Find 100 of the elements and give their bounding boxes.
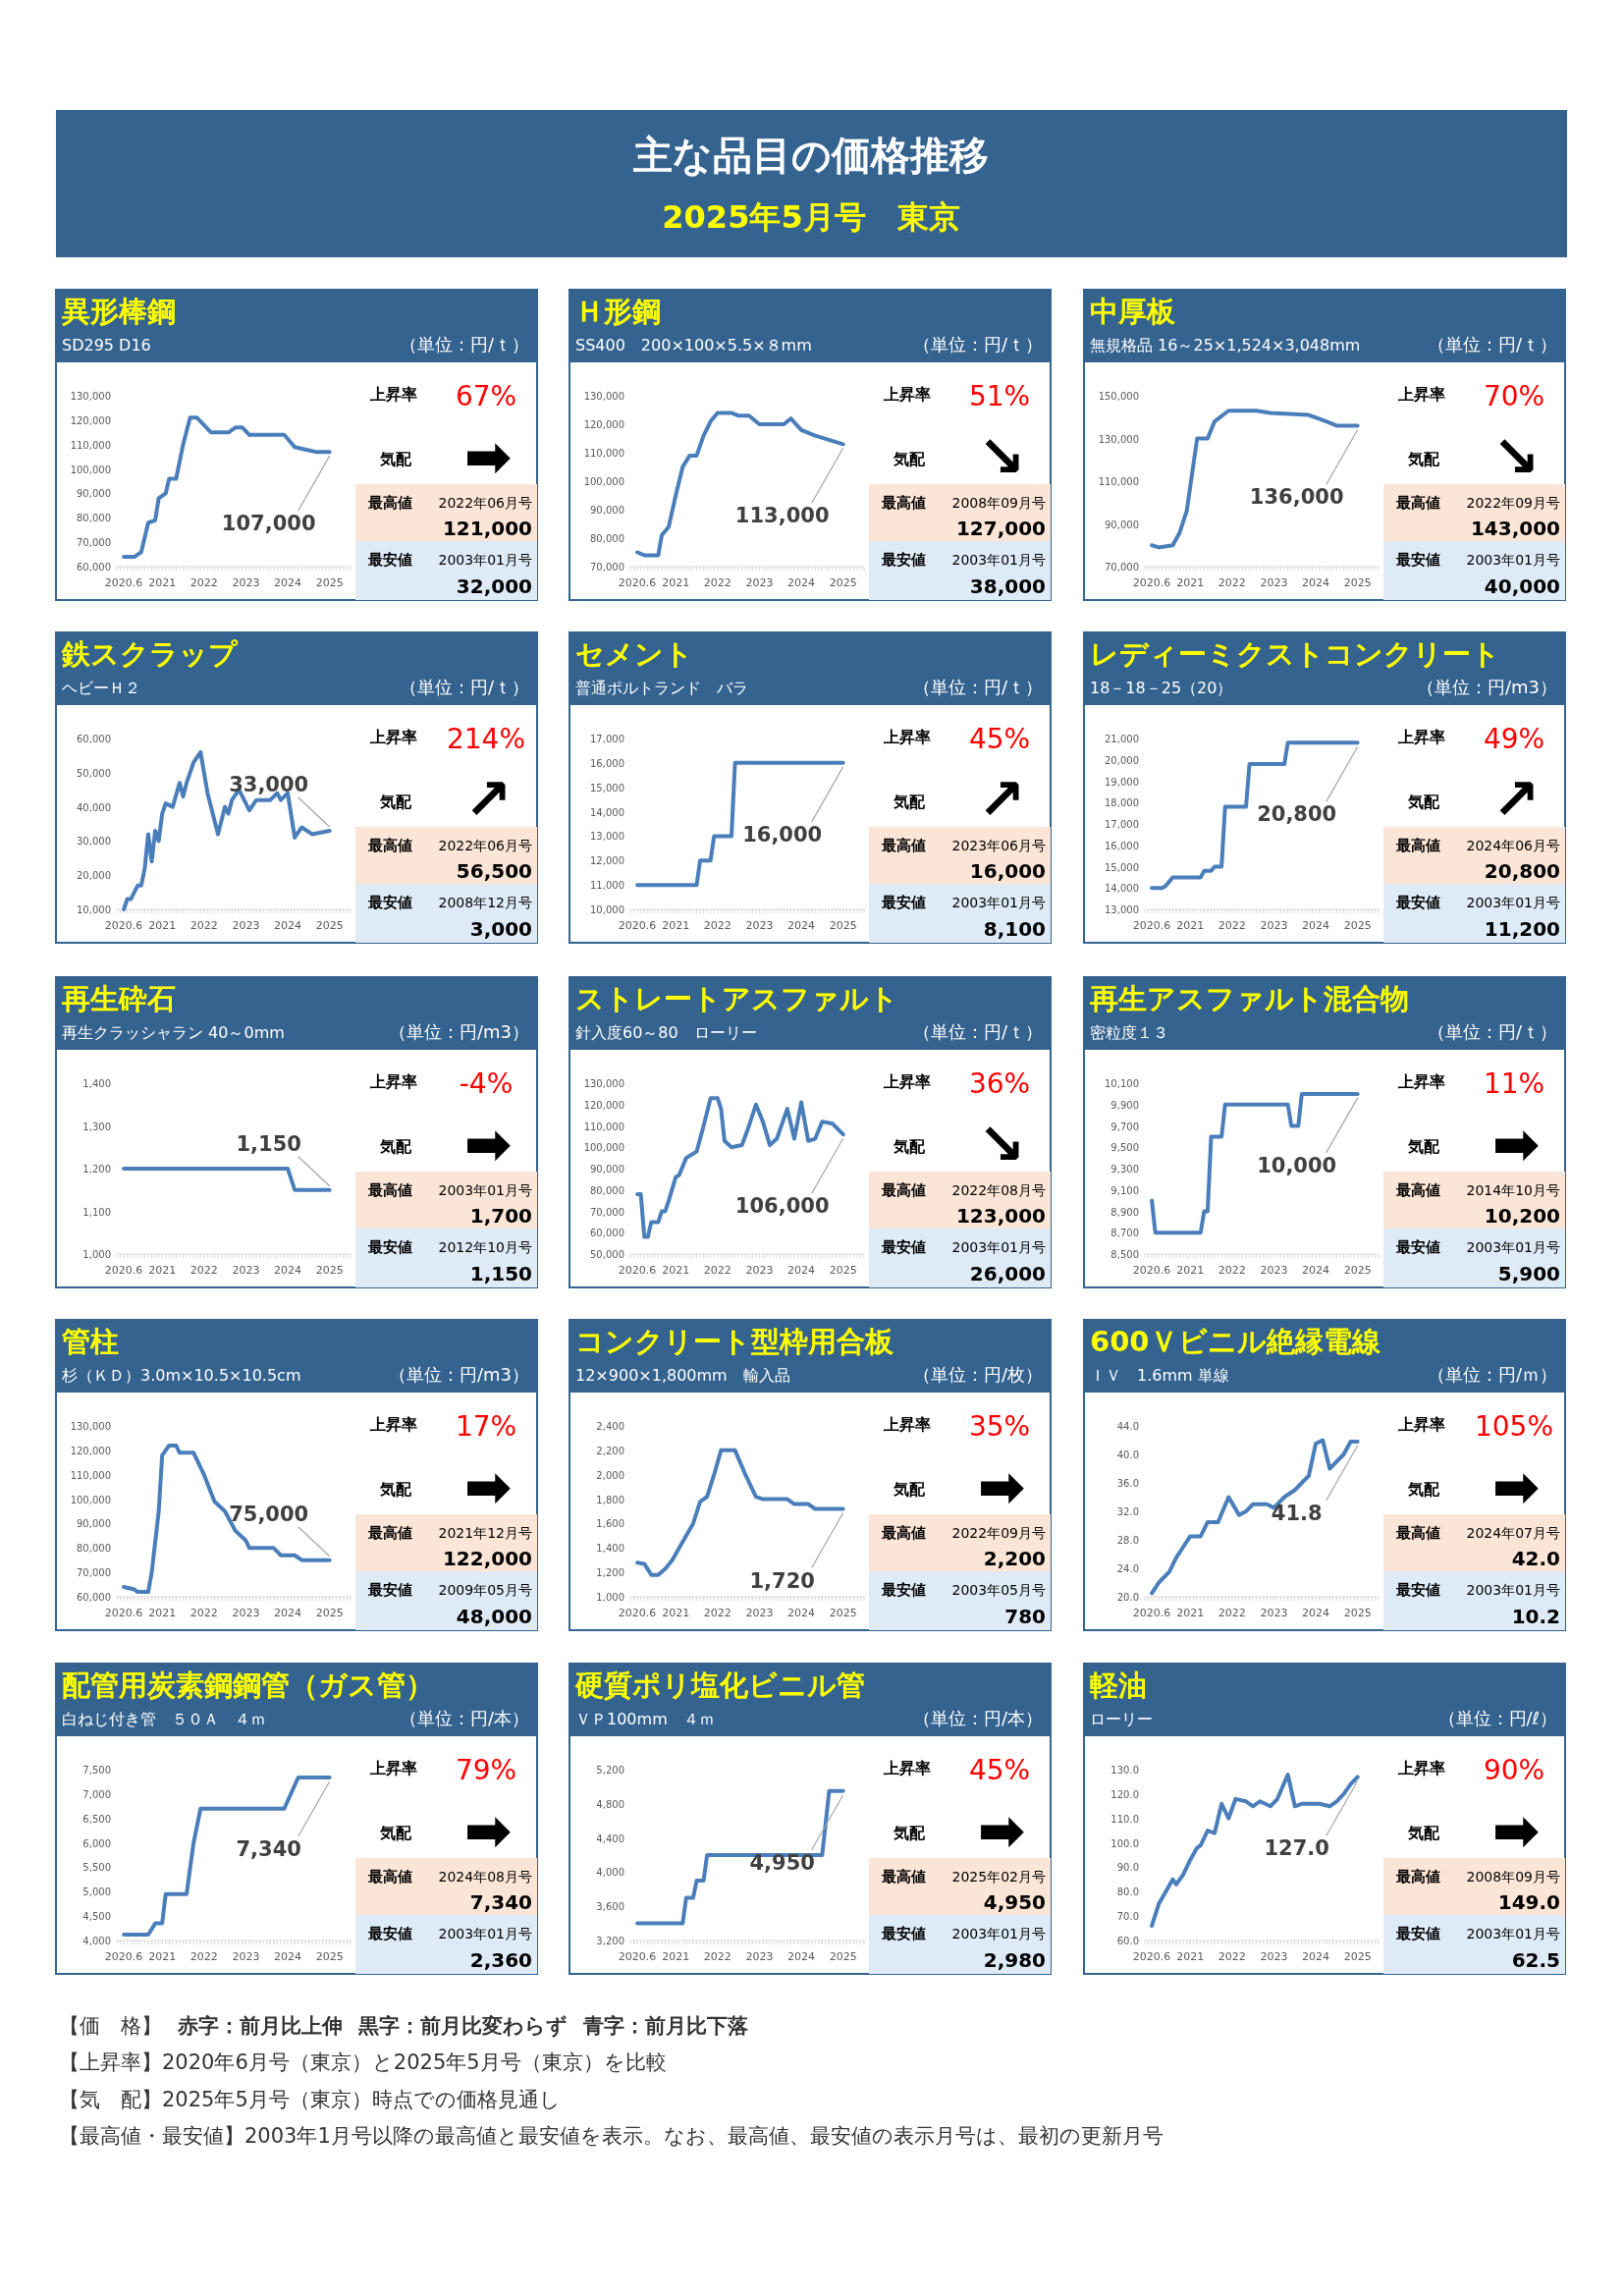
x-tick-label: 2023 xyxy=(1260,1264,1288,1277)
x-tick-label: 2022 xyxy=(189,1607,218,1619)
x-tick-label: 2020.6 xyxy=(618,1607,657,1619)
text: 上昇率 xyxy=(369,385,417,404)
text: 【上昇率】2020年6月号（東京）と2025年5月号（東京）を比較 xyxy=(59,2050,667,2074)
y-tick-label: 150,000 xyxy=(1098,391,1139,402)
text: 11,200 xyxy=(1484,917,1560,941)
annotation: 20,800 xyxy=(1257,802,1337,827)
chart-subtitle: ＩＶ 1.6mm 単線 xyxy=(1090,1366,1229,1385)
text: 2,360 xyxy=(469,1948,532,1972)
text: 2021年12月号 xyxy=(438,1525,532,1541)
text: 最安値 xyxy=(881,551,926,569)
y-tick-label: 1,200 xyxy=(82,1164,111,1175)
text: 気配 xyxy=(1407,1137,1440,1156)
text: 11% xyxy=(1483,1067,1545,1100)
x-tick-label: 2022 xyxy=(703,1950,731,1963)
line-series xyxy=(635,760,845,888)
x-tick-label: 2025 xyxy=(1343,1607,1372,1619)
y-tick-label: 36.0 xyxy=(1116,1478,1139,1489)
x-tick-label: 2021 xyxy=(662,576,690,589)
y-tick-label: 90,000 xyxy=(590,1164,624,1175)
y-tick-label: 50,000 xyxy=(77,767,111,779)
text: 56,500 xyxy=(456,859,532,883)
x-tick-label: 2022 xyxy=(189,919,218,932)
x-tick-label: 2023 xyxy=(232,576,260,589)
y-tick-label: 4,400 xyxy=(596,1832,624,1844)
text: 気配 xyxy=(893,1137,926,1156)
text: 123,000 xyxy=(955,1204,1046,1228)
y-tick-label: 16,000 xyxy=(590,757,624,769)
text: 2024年08月号 xyxy=(438,1869,532,1885)
x-tick-label: 2022 xyxy=(703,1264,731,1277)
y-tick-label: 70,000 xyxy=(590,1206,624,1218)
line-series xyxy=(635,410,845,558)
y-tick-label: 110,000 xyxy=(583,1121,624,1132)
text: 4,950 xyxy=(983,1890,1046,1914)
x-tick-label: 2023 xyxy=(232,1607,260,1619)
y-tick-label: 100,000 xyxy=(583,1142,624,1154)
text: 最高値 xyxy=(1395,1524,1440,1542)
x-tick-label: 2025 xyxy=(1343,919,1372,932)
chart-subtitle: 18－18－25（20） xyxy=(1090,679,1233,697)
x-tick-label: 2021 xyxy=(662,1607,690,1619)
y-tick-label: 7,000 xyxy=(82,1788,111,1800)
text: 上昇率 xyxy=(883,1072,931,1091)
y-tick-label: 14,000 xyxy=(590,806,624,818)
y-tick-label: 5,500 xyxy=(82,1862,111,1874)
text: 最安値 xyxy=(1395,551,1440,569)
y-tick-label: 40,000 xyxy=(77,801,111,813)
annotation: 1,150 xyxy=(236,1131,301,1156)
chart-title: レディーミクストコンクリート xyxy=(1090,637,1500,671)
text: 2003年01月号 xyxy=(951,552,1046,568)
text: 2022年06月号 xyxy=(438,838,532,853)
y-tick-label: 17,000 xyxy=(590,734,624,744)
text: 気配 xyxy=(1407,450,1440,468)
text: 48,000 xyxy=(456,1605,532,1628)
line-series xyxy=(635,1788,845,1926)
x-tick-label: 2023 xyxy=(1260,576,1288,589)
y-tick-label: 110,000 xyxy=(70,1469,111,1481)
text: 16,000 xyxy=(969,859,1046,883)
x-tick-label: 2020.6 xyxy=(1132,1264,1171,1277)
x-tick-label: 2021 xyxy=(1176,1950,1205,1963)
text: 143,000 xyxy=(1470,517,1560,540)
x-tick-label: 2024 xyxy=(787,1607,816,1619)
text: 気配 xyxy=(1407,793,1440,811)
y-tick-label: 1,000 xyxy=(596,1592,624,1603)
y-axis-title: （単位：円/ｔ） xyxy=(912,1021,1043,1042)
text: 青字：前月比下落 xyxy=(582,2014,748,2038)
x-tick-label: 2021 xyxy=(1176,919,1205,932)
y-tick-label: 8,500 xyxy=(1110,1249,1139,1260)
y-tick-label: 5,000 xyxy=(82,1886,111,1898)
y-tick-label: 60,000 xyxy=(590,1228,624,1239)
x-tick-label: 2021 xyxy=(148,919,177,932)
x-tick-label: 2023 xyxy=(1260,1950,1288,1963)
annotation: 33,000 xyxy=(229,772,309,796)
x-tick-label: 2023 xyxy=(1260,1607,1288,1619)
x-tick-label: 2024 xyxy=(274,576,302,589)
x-tick-label: 2021 xyxy=(148,1950,177,1963)
y-tick-label: 13,000 xyxy=(1105,904,1139,915)
x-tick-label: 2020.6 xyxy=(104,919,143,932)
x-tick-label: 2024 xyxy=(1302,1264,1330,1277)
x-tick-label: 2024 xyxy=(274,1607,302,1619)
x-tick-label: 2020.6 xyxy=(618,576,657,589)
y-tick-label: 120,000 xyxy=(70,1445,111,1456)
y-tick-label: 20,000 xyxy=(77,870,111,882)
annotation: 41.8 xyxy=(1271,1501,1323,1525)
text: 2023年06月号 xyxy=(951,838,1046,853)
text: 上昇率 xyxy=(1397,728,1445,746)
y-tick-label: 60,000 xyxy=(77,1592,111,1603)
annotation: 4,950 xyxy=(749,1850,815,1875)
x-tick-label: 2025 xyxy=(315,1607,344,1619)
text: 上昇率 xyxy=(1397,1415,1445,1434)
x-tick-label: 2023 xyxy=(745,1950,774,1963)
text: 最安値 xyxy=(367,551,412,569)
x-tick-label: 2021 xyxy=(662,1950,690,1963)
y-tick-label: 24.0 xyxy=(1116,1563,1139,1574)
y-tick-label: 100.0 xyxy=(1110,1837,1139,1849)
chart-title: 軽油 xyxy=(1090,1668,1147,1702)
text: 20,800 xyxy=(1484,859,1560,883)
chart-title: セメント xyxy=(575,637,693,671)
text: 最安値 xyxy=(367,1925,412,1942)
annotation: 107,000 xyxy=(221,512,316,536)
